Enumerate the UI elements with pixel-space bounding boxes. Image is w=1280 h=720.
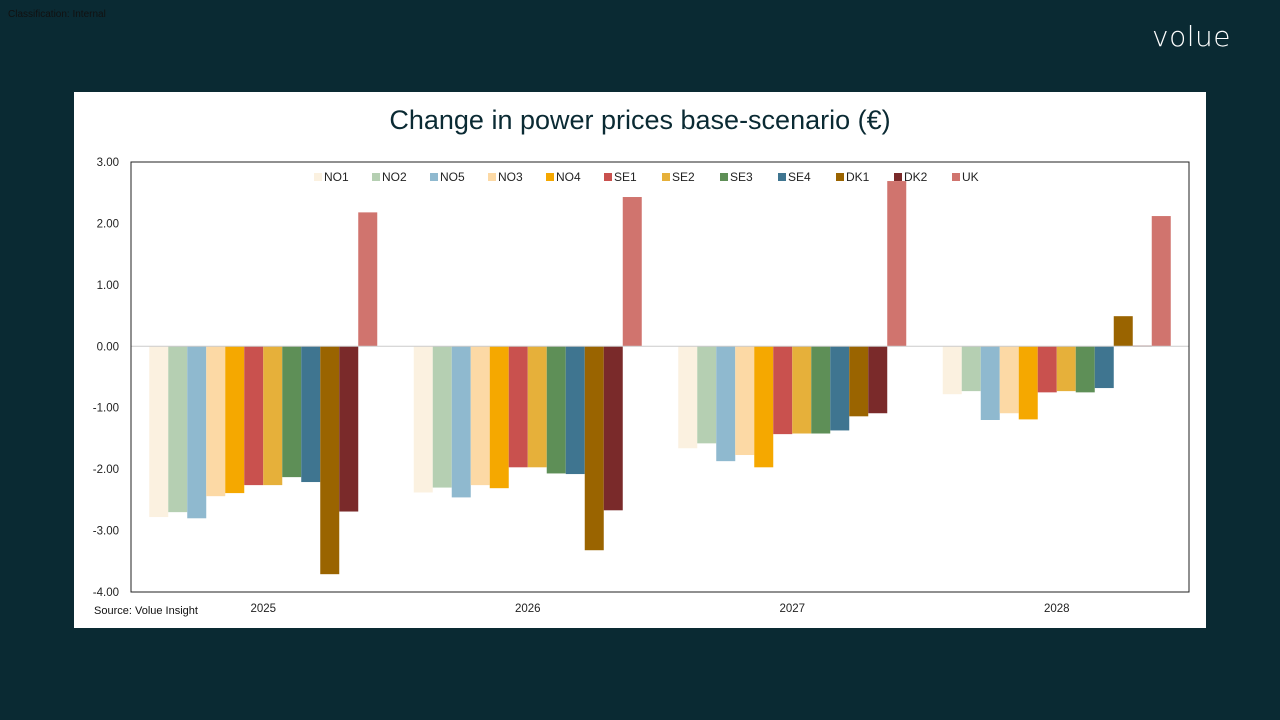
bar-NO2-2027 bbox=[697, 346, 717, 444]
legend-swatch-NO2 bbox=[372, 173, 380, 181]
bar-SE4-2026 bbox=[565, 346, 585, 475]
plot-frame bbox=[130, 161, 1190, 593]
bar-SE4-2027 bbox=[830, 346, 850, 431]
bar-UK-2028 bbox=[1151, 216, 1171, 347]
bar-NO4-2026 bbox=[489, 346, 509, 489]
legend-label-NO1: NO1 bbox=[324, 170, 349, 184]
volue-logo: volue bbox=[1152, 20, 1231, 53]
legend-swatch-NO3 bbox=[488, 173, 496, 181]
y-tick-label: -2.00 bbox=[93, 464, 119, 476]
bar-NO2-2026 bbox=[432, 346, 452, 488]
legend-label-NO4: NO4 bbox=[556, 170, 581, 184]
legend-swatch-NO5 bbox=[430, 173, 438, 181]
legend-swatch-SE3 bbox=[720, 173, 728, 181]
bar-NO5-2026 bbox=[451, 346, 471, 498]
bar-SE3-2027 bbox=[811, 346, 831, 434]
bar-SE1-2026 bbox=[508, 346, 528, 468]
bar-chart: Change in power prices base-scenario (€)… bbox=[93, 105, 1190, 617]
legend-swatch-SE2 bbox=[662, 173, 670, 181]
legend-label-SE2: SE2 bbox=[672, 170, 695, 184]
bar-NO1-2027 bbox=[678, 346, 698, 449]
legend-label-DK1: DK1 bbox=[846, 170, 870, 184]
legend-swatch-DK1 bbox=[836, 173, 844, 181]
legend-label-NO2: NO2 bbox=[382, 170, 407, 184]
x-tick-label: 2027 bbox=[779, 603, 805, 615]
legend-swatch-NO1 bbox=[314, 173, 322, 181]
x-tick-label: 2025 bbox=[250, 603, 276, 615]
source-note: Source: Volue Insight bbox=[94, 605, 198, 617]
legend-label-UK: UK bbox=[962, 170, 979, 184]
bar-NO3-2027 bbox=[735, 346, 755, 456]
bar-NO4-2025 bbox=[225, 346, 245, 494]
bar-NO3-2026 bbox=[470, 346, 490, 486]
bar-DK1-2025 bbox=[320, 346, 340, 575]
bar-SE1-2025 bbox=[244, 346, 264, 486]
bar-SE3-2026 bbox=[546, 346, 566, 474]
legend-swatch-SE1 bbox=[604, 173, 612, 181]
bar-UK-2026 bbox=[622, 197, 642, 347]
bar-NO4-2028 bbox=[1018, 346, 1038, 420]
bar-NO1-2028 bbox=[942, 346, 962, 395]
chart-title: Change in power prices base-scenario (€) bbox=[389, 105, 890, 135]
bar-UK-2025 bbox=[358, 212, 378, 347]
y-tick-label: -3.00 bbox=[93, 526, 119, 538]
legend-swatch-NO4 bbox=[546, 173, 554, 181]
bar-NO3-2025 bbox=[206, 346, 226, 497]
bar-SE2-2026 bbox=[527, 346, 547, 468]
legend-swatch-SE4 bbox=[778, 173, 786, 181]
bar-SE4-2028 bbox=[1094, 346, 1114, 389]
bar-NO5-2027 bbox=[716, 346, 736, 462]
x-tick-label: 2028 bbox=[1044, 603, 1070, 615]
legend-label-DK2: DK2 bbox=[904, 170, 928, 184]
bar-NO5-2028 bbox=[980, 346, 1000, 420]
bar-NO3-2028 bbox=[999, 346, 1019, 414]
bar-DK2-2026 bbox=[603, 346, 623, 511]
bar-SE4-2025 bbox=[301, 346, 321, 483]
y-tick-label: 2.00 bbox=[97, 218, 119, 230]
y-tick-label: 0.00 bbox=[97, 341, 119, 353]
bar-SE2-2027 bbox=[792, 346, 812, 434]
legend-label-SE3: SE3 bbox=[730, 170, 753, 184]
bar-NO5-2025 bbox=[187, 346, 207, 519]
bar-DK2-2027 bbox=[868, 346, 888, 414]
bar-SE1-2028 bbox=[1037, 346, 1057, 393]
y-tick-label: 3.00 bbox=[97, 157, 119, 169]
chart-panel: Change in power prices base-scenario (€)… bbox=[74, 92, 1206, 628]
y-tick-label: 1.00 bbox=[97, 280, 119, 292]
bar-NO2-2028 bbox=[961, 346, 981, 392]
y-tick-label: -4.00 bbox=[93, 587, 119, 599]
bar-DK1-2028 bbox=[1113, 316, 1133, 347]
bar-NO4-2027 bbox=[754, 346, 774, 468]
bar-SE2-2025 bbox=[263, 346, 283, 486]
x-tick-label: 2026 bbox=[515, 603, 541, 615]
bar-SE1-2027 bbox=[773, 346, 793, 435]
y-tick-label: -1.00 bbox=[93, 403, 119, 415]
bar-NO1-2026 bbox=[413, 346, 433, 493]
classification-label: Classification: Internal bbox=[8, 9, 106, 20]
bar-DK1-2026 bbox=[584, 346, 604, 551]
legend-label-NO3: NO3 bbox=[498, 170, 523, 184]
legend-swatch-DK2 bbox=[894, 173, 902, 181]
bar-SE2-2028 bbox=[1056, 346, 1076, 392]
bar-DK1-2027 bbox=[849, 346, 869, 417]
bar-DK2-2025 bbox=[339, 346, 359, 512]
bar-SE3-2028 bbox=[1075, 346, 1095, 393]
bar-NO1-2025 bbox=[149, 346, 169, 518]
legend-label-NO5: NO5 bbox=[440, 170, 465, 184]
bar-UK-2027 bbox=[887, 181, 907, 347]
bar-NO2-2025 bbox=[168, 346, 188, 513]
bar-SE3-2025 bbox=[282, 346, 302, 478]
legend-swatch-UK bbox=[952, 173, 960, 181]
legend-label-SE1: SE1 bbox=[614, 170, 637, 184]
legend-label-SE4: SE4 bbox=[788, 170, 811, 184]
